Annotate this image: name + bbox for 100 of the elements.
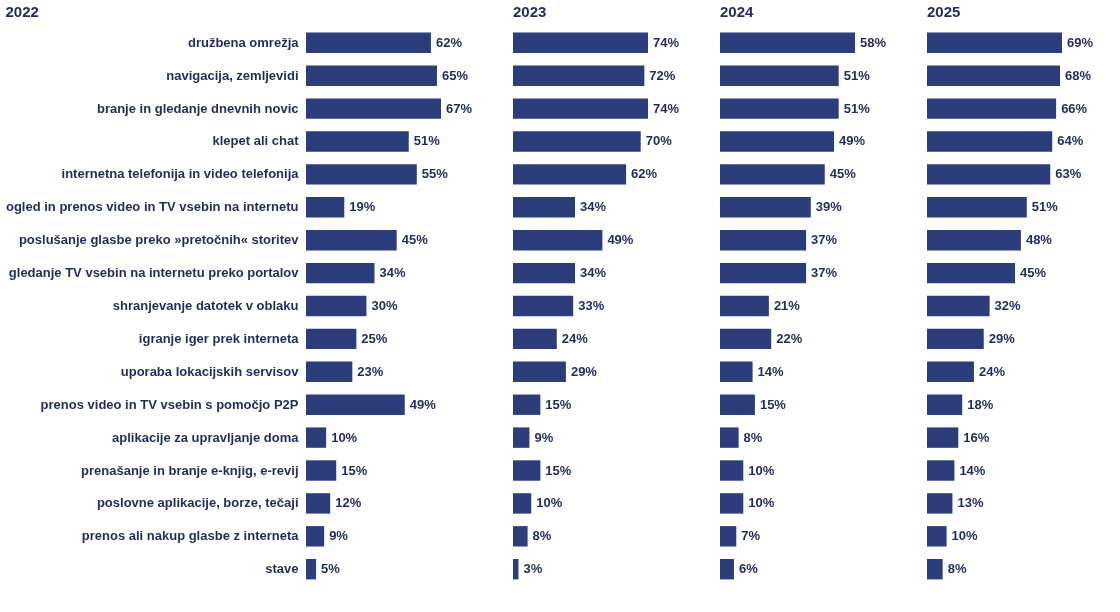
bar — [513, 230, 603, 251]
data-label: 22% — [776, 330, 803, 346]
y-tick-label: gledanje TV vsebin na internetu preko portalov — [8, 265, 300, 281]
bar — [513, 361, 566, 382]
bar — [306, 361, 353, 382]
data-label: 45% — [1020, 265, 1047, 281]
y-tick-label: prenos video in TV vsebin s pomočjo P2P — [40, 396, 299, 412]
bar — [306, 427, 327, 448]
bar — [306, 559, 317, 580]
data-label: 62% — [435, 34, 463, 50]
data-label: 55% — [421, 166, 449, 182]
bar — [720, 197, 811, 218]
data-label: 24% — [561, 330, 589, 346]
data-label: 49% — [607, 232, 634, 248]
bar — [306, 262, 375, 284]
bar — [720, 460, 744, 481]
y-tick-label: internetna telefonija in video telefonija — [61, 166, 300, 182]
y-tick-label: družbena omrežja — [187, 34, 300, 50]
data-label: 32% — [994, 298, 1022, 313]
bar — [513, 197, 576, 218]
bar — [513, 526, 528, 547]
bar — [306, 493, 331, 514]
data-label: 74% — [653, 34, 680, 50]
data-label: 10% — [536, 495, 563, 511]
y-tick-label: uporaba lokacijskih servisov — [120, 363, 300, 379]
bar — [720, 361, 753, 382]
data-label: 9% — [534, 429, 554, 445]
y-tick-label: ogled in prenos video in TV vsebin na internetu — [5, 199, 299, 215]
data-label: 39% — [815, 199, 843, 215]
chart-title: 2025 — [927, 3, 961, 20]
data-label: 30% — [371, 298, 398, 313]
data-label: 8% — [743, 429, 763, 445]
bar — [306, 295, 367, 317]
bar — [513, 98, 648, 119]
bar — [513, 295, 574, 317]
bar — [927, 131, 1053, 152]
data-label: 37% — [811, 232, 838, 248]
bar — [720, 328, 772, 350]
bar — [306, 394, 405, 415]
data-label: 45% — [401, 232, 429, 248]
data-label: 29% — [988, 330, 1016, 346]
y-tick-label: poslušanje glasbe preko »pretočnih« storitev — [18, 232, 300, 248]
data-label: 72% — [649, 67, 676, 83]
data-label: 15% — [341, 462, 368, 478]
bar — [720, 98, 839, 119]
bar — [720, 526, 737, 547]
y-tick-label: prenašanje in branje e-knjig, e-revij — [81, 462, 299, 478]
bar — [306, 98, 441, 119]
bar — [927, 98, 1057, 119]
bar — [720, 164, 825, 185]
data-label: 70% — [645, 133, 673, 149]
bar — [927, 295, 990, 317]
data-label: 51% — [1031, 199, 1059, 215]
bar — [306, 526, 325, 547]
bar — [720, 230, 807, 251]
bar — [720, 65, 839, 86]
bar — [513, 65, 645, 86]
bar — [513, 460, 541, 481]
bar — [927, 493, 953, 514]
data-label: 68% — [1065, 67, 1092, 83]
bar — [306, 65, 437, 86]
y-tick-label: navigacija, zemljevidi — [166, 67, 299, 83]
y-tick-label: igranje iger prek interneta — [138, 330, 300, 346]
bar — [720, 493, 744, 514]
bar — [306, 460, 337, 481]
bar — [513, 394, 541, 415]
data-label: 45% — [829, 166, 857, 182]
data-label: 21% — [773, 298, 801, 313]
y-tick-label: aplikacije za upravljanje doma — [112, 429, 300, 445]
y-tick-label: prenos ali nakup glasbe z interneta — [81, 528, 300, 544]
bar — [927, 460, 955, 481]
data-label: 9% — [329, 528, 349, 544]
y-tick-label: branje in gledanje dnevnih novic — [96, 100, 299, 116]
data-label: 8% — [532, 528, 552, 544]
data-label: 65% — [441, 67, 469, 83]
data-label: 66% — [1061, 100, 1088, 116]
bar — [306, 230, 397, 251]
data-label: 33% — [578, 298, 605, 313]
y-tick-label: shranjevanje datotek v oblaku — [112, 298, 299, 313]
bar — [306, 131, 409, 152]
data-label: 5% — [321, 561, 341, 577]
data-label: 19% — [349, 199, 376, 215]
bar — [927, 361, 974, 382]
data-label: 25% — [361, 330, 388, 346]
data-label: 29% — [570, 363, 598, 379]
data-label: 74% — [653, 100, 680, 116]
bar — [927, 197, 1027, 218]
bar — [927, 230, 1021, 251]
data-label: 12% — [335, 495, 362, 511]
bar — [927, 328, 984, 350]
data-label: 62% — [631, 166, 658, 182]
data-label: 7% — [741, 528, 761, 544]
bar — [513, 493, 532, 514]
data-label: 67% — [446, 100, 473, 116]
data-label: 49% — [839, 133, 866, 149]
data-label: 15% — [759, 396, 787, 412]
data-label: 69% — [1067, 34, 1094, 50]
data-label: 24% — [978, 363, 1006, 379]
data-label: 10% — [748, 462, 775, 478]
bar — [927, 65, 1061, 86]
